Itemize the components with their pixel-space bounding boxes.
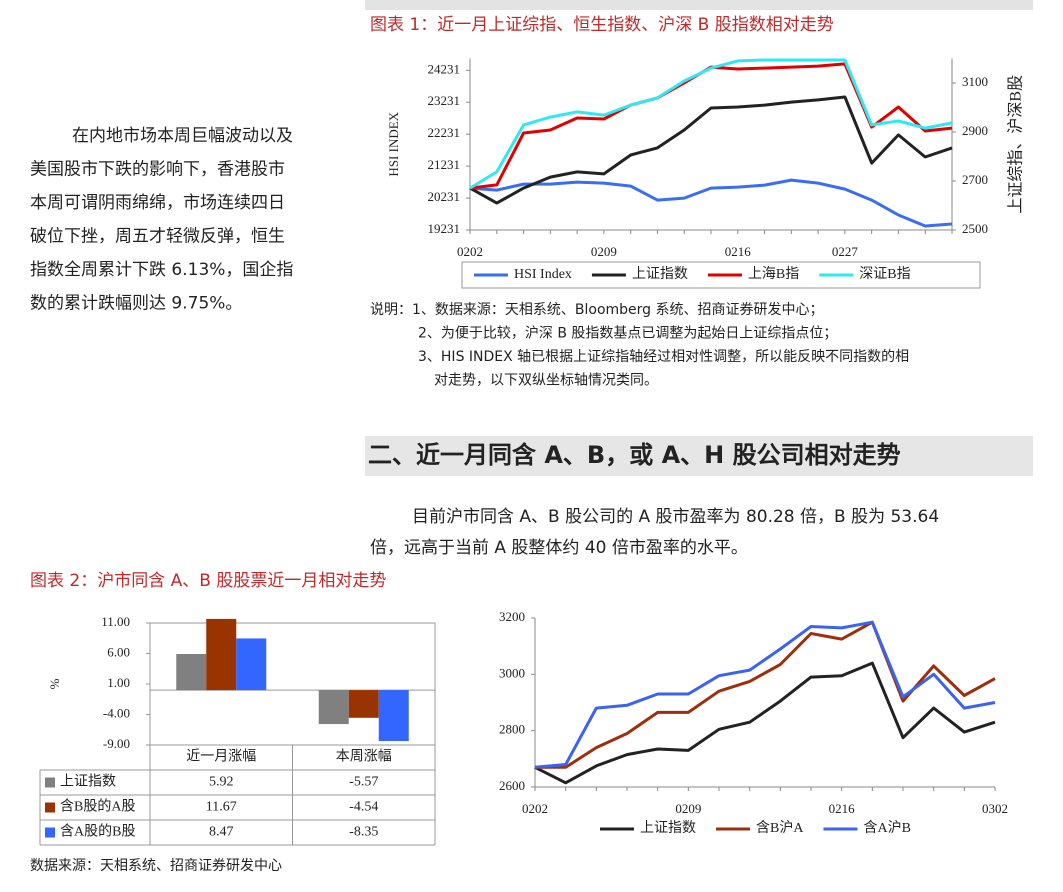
legend-label: 含A沪B — [863, 820, 910, 836]
y-tick-label: 3000 — [499, 665, 525, 680]
section-line: 目前沪市同含 A、B 股公司的 A 股市盈率为 80.28 倍，B 股为 53.… — [412, 507, 939, 527]
y-tick-label: 23231 — [428, 93, 461, 108]
y-tick-label: 11.00 — [101, 614, 130, 629]
section-heading: 二、近一月同含 A、B，或 A、H 股公司相对走势 — [368, 441, 901, 469]
y-tick-label: 22231 — [428, 125, 461, 140]
y-tick-label: 24231 — [428, 61, 461, 76]
y-tick-label: 3200 — [499, 609, 525, 624]
legend-label: 上证指数 — [640, 820, 696, 836]
series-line — [469, 58, 953, 190]
legend-swatch — [45, 802, 55, 813]
table-cell: 11.67 — [206, 800, 237, 815]
table-cell: -8.35 — [349, 825, 378, 840]
table-row-label: 含B股的A股 — [60, 799, 135, 815]
note-line: 3、HIS INDEX 轴已根据上证综指轴经过相对性调整，所以能反映不同指数的相 — [418, 349, 909, 365]
y2-tick-label: 2900 — [962, 123, 988, 138]
intro-line: 本周可谓阴雨绵绵，市场连续四日 — [30, 193, 285, 213]
x-tick-label: 0302 — [982, 801, 1008, 816]
section-bar — [365, 436, 1033, 476]
legend-label: HSI Index — [514, 267, 572, 282]
y2-tick-label: 2700 — [962, 172, 988, 187]
y-tick-label: 20231 — [428, 189, 461, 204]
y-axis-label: % — [47, 678, 62, 689]
y-tick-label: 21231 — [428, 157, 461, 172]
intro-line: 在内地市场本周巨幅波动以及 — [72, 126, 293, 146]
section-line: 倍，远高于当前 A 股整体约 40 倍市盈率的水平。 — [370, 538, 748, 558]
x-tick-label: 0216 — [829, 801, 856, 816]
y2-axis-label: 上证综指、沪深B股 — [1007, 75, 1025, 214]
x-tick-label: 0202 — [522, 801, 548, 816]
series-line — [535, 620, 996, 769]
bar — [348, 690, 379, 718]
y2-tick-label: 2500 — [962, 221, 988, 236]
legend-swatch — [45, 827, 55, 838]
legend-box — [461, 261, 981, 289]
intro-line: 指数全周累计下跌 6.13%，国企指 — [30, 260, 293, 280]
x-tick-label: 0209 — [675, 801, 701, 816]
series-line — [469, 178, 953, 228]
legend-label: 上证指数 — [632, 266, 688, 282]
series-line — [469, 95, 953, 205]
legend-swatch — [45, 777, 55, 788]
y-tick-label: 2600 — [499, 778, 525, 793]
note-line: 对走势，以下双纵坐标轴情况类同。 — [434, 373, 658, 389]
y2-tick-label: 3100 — [962, 74, 988, 89]
chart-title: 图表 2：沪市同含 A、B 股股票近一月相对走势 — [30, 571, 386, 591]
y-tick-label: 1.00 — [107, 675, 130, 690]
table-cell: -4.54 — [349, 800, 378, 815]
legend-label: 深证B指 — [859, 266, 910, 282]
bar — [206, 618, 237, 691]
y-tick-label: -4.00 — [103, 705, 130, 720]
table-row-label: 含A股的B股 — [60, 824, 135, 840]
note-line: 说明：1、数据来源：天相系统、Bloomberg 系统、招商证券研发中心； — [370, 302, 824, 318]
bar — [318, 690, 349, 725]
table-cell: -5.57 — [349, 775, 378, 790]
table-header: 本周涨幅 — [336, 749, 392, 765]
table-row-label: 上证指数 — [60, 774, 116, 790]
series-line — [534, 620, 996, 769]
bar — [378, 690, 409, 742]
note-line: 2、为便于比较，沪深 B 股指数基点已调整为起始日上证综指点位； — [418, 325, 837, 342]
intro-line: 数的累计跌幅则达 9.75%。 — [30, 294, 242, 314]
x-tick-label: 0202 — [457, 244, 483, 259]
legend-label: 上海B指 — [748, 266, 799, 282]
intro-line: 破位下挫，周五才轻微反弹，恒生 — [30, 227, 285, 247]
series-line — [469, 62, 953, 190]
table-header: 近一月涨幅 — [186, 749, 256, 765]
x-tick-label: 0209 — [591, 244, 617, 259]
series-line — [534, 661, 996, 785]
x-tick-label: 0227 — [832, 244, 859, 259]
source-note: 数据来源：天相系统、招商证券研发中心 — [30, 858, 282, 874]
top-bar — [365, 0, 1033, 10]
intro-line: 美国股市下跌的影响下，香港股市 — [30, 160, 285, 180]
y-tick-label: -9.00 — [103, 736, 130, 751]
y-tick-label: 19231 — [428, 221, 461, 236]
legend-label: 含B沪A — [756, 820, 804, 836]
bar — [236, 638, 267, 691]
y-tick-label: 2800 — [499, 722, 525, 737]
table-cell: 5.92 — [209, 775, 234, 790]
bar — [176, 653, 207, 691]
chart-title: 图表 1：近一月上证综指、恒生指数、沪深 B 股指数相对走势 — [370, 15, 834, 35]
y-axis-label: HSI INDEX — [386, 111, 401, 176]
y-tick-label: 6.00 — [107, 644, 130, 659]
table-cell: 8.47 — [209, 825, 234, 840]
x-tick-label: 0216 — [725, 244, 752, 259]
